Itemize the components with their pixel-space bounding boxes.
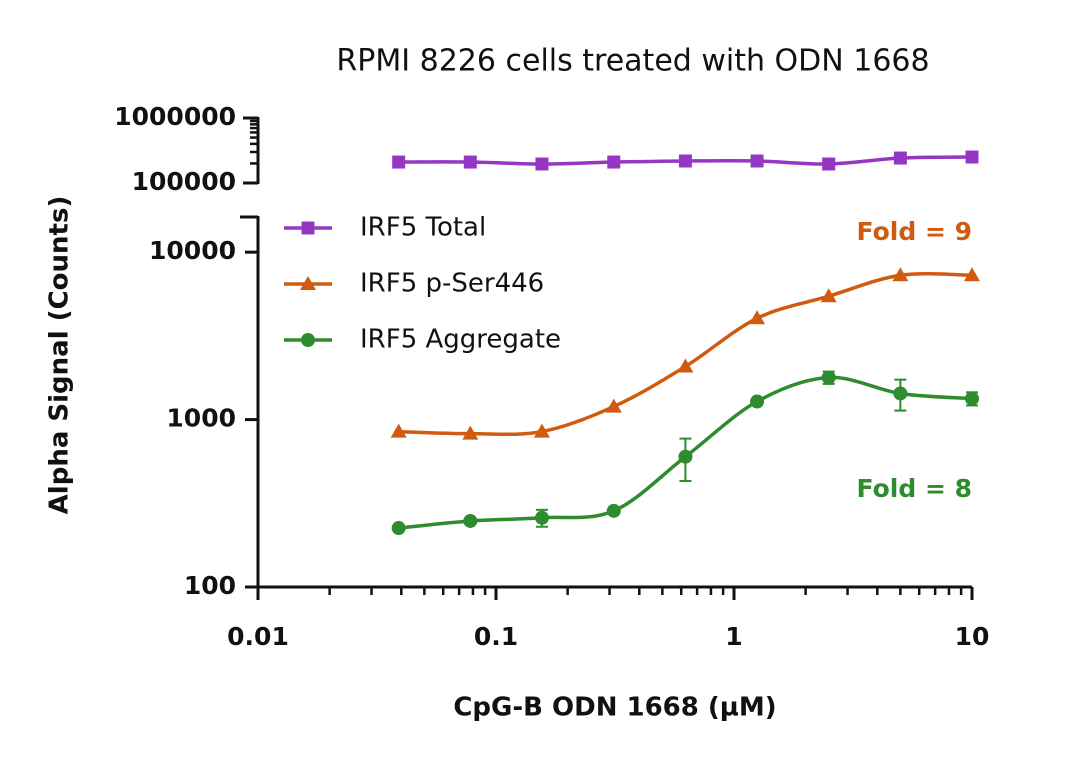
y-tick-label: 100 [184, 571, 236, 600]
y-axis-label: Alpha Signal (Counts) [45, 196, 75, 515]
marker-circle [301, 333, 315, 347]
marker-square [678, 154, 692, 168]
marker-square [893, 151, 907, 165]
marker-square [965, 150, 979, 164]
marker-circle [821, 370, 836, 385]
x-tick-label: 0.01 [227, 622, 289, 651]
y-tick-label: 100000 [132, 167, 236, 196]
x-tick-label: 1 [725, 622, 742, 651]
y-tick-label: 10000 [149, 236, 236, 265]
x-axis-label: CpG-B ODN 1668 (µM) [453, 693, 776, 723]
chart-title: RPMI 8226 cells treated with ODN 1668 [336, 44, 929, 79]
legend-label: IRF5 Aggregate [360, 325, 561, 355]
annotation: Fold = 9 [857, 217, 972, 246]
marker-square [822, 157, 836, 171]
marker-square [535, 157, 549, 171]
y-tick-label: 1000 [166, 404, 236, 433]
marker-circle [750, 394, 765, 409]
marker-triangle [390, 423, 407, 438]
marker-triangle [892, 267, 909, 282]
marker-triangle [677, 358, 694, 373]
marker-square [463, 155, 477, 169]
marker-circle [463, 513, 478, 528]
y-tick-label: 1000000 [114, 102, 236, 131]
marker-triangle [605, 398, 622, 413]
marker-triangle [533, 423, 550, 438]
marker-triangle [300, 276, 316, 290]
marker-square [301, 221, 315, 235]
annotation: Fold = 8 [857, 474, 972, 503]
marker-circle [965, 391, 979, 406]
x-tick-label: 10 [955, 622, 990, 651]
marker-circle [678, 449, 693, 464]
marker-circle [893, 386, 908, 401]
legend-label: IRF5 p-Ser446 [360, 269, 544, 299]
marker-triangle [749, 310, 766, 325]
marker-square [750, 154, 764, 168]
marker-triangle [964, 267, 980, 282]
marker-triangle [462, 425, 479, 440]
marker-square [392, 155, 406, 169]
marker-triangle [820, 288, 837, 303]
marker-circle [606, 503, 621, 518]
marker-square [607, 155, 621, 169]
marker-circle [391, 521, 406, 536]
marker-circle [534, 510, 549, 525]
x-tick-label: 0.1 [474, 622, 518, 651]
legend-label: IRF5 Total [360, 213, 486, 243]
